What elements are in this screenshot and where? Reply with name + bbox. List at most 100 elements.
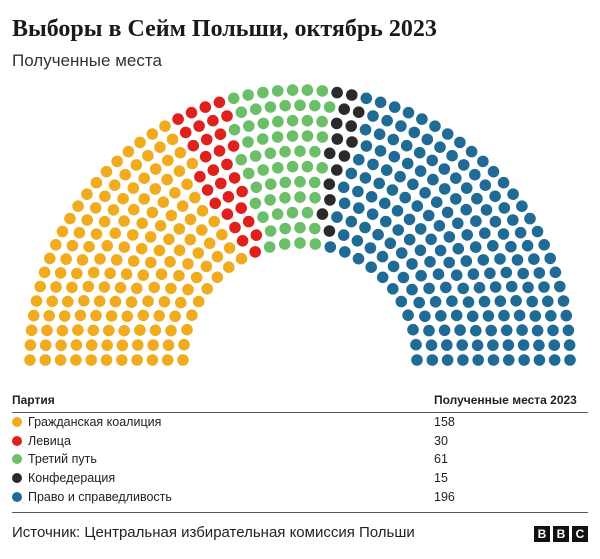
seat-dot xyxy=(83,240,95,253)
seat-dot xyxy=(301,130,314,142)
seat-dot xyxy=(178,338,190,351)
seat-dot xyxy=(27,309,40,322)
seat-dot xyxy=(82,280,95,293)
seat-dot xyxy=(542,295,554,308)
seat-dot xyxy=(127,182,140,194)
seat-dot xyxy=(346,89,358,101)
seat-dot xyxy=(450,269,463,281)
seat-dot xyxy=(331,133,344,145)
seat-dot xyxy=(441,339,453,351)
seat-dot xyxy=(81,188,93,200)
seat-dot xyxy=(193,120,205,132)
seat-dot xyxy=(235,106,248,118)
seat-dot xyxy=(316,85,329,97)
seat-dot xyxy=(185,106,198,119)
seat-dot xyxy=(352,185,364,198)
seat-dot xyxy=(93,295,106,307)
seat-dot xyxy=(72,200,84,212)
seat-dot xyxy=(145,256,157,269)
seat-dot xyxy=(309,192,321,204)
seat-dot xyxy=(130,159,143,171)
seat-dot xyxy=(64,212,76,225)
seat-dot xyxy=(70,354,82,366)
seat-dot xyxy=(181,323,193,336)
seat-dot xyxy=(477,155,489,168)
seat-dot xyxy=(407,178,419,191)
seat-dot xyxy=(55,339,67,352)
seat-dot xyxy=(460,182,473,194)
seat-dot xyxy=(529,310,542,322)
seat-dot xyxy=(324,194,336,206)
seat-dot xyxy=(414,244,427,257)
seat-dot xyxy=(221,158,233,171)
seat-dot xyxy=(331,164,343,176)
seat-dot xyxy=(24,354,36,366)
seat-dot xyxy=(264,178,277,190)
seat-dot xyxy=(271,131,284,143)
seat-dot xyxy=(189,191,201,204)
seat-dot xyxy=(90,309,102,322)
seat-dot xyxy=(175,296,187,309)
seat-dot xyxy=(399,191,412,204)
seat-dot xyxy=(470,215,482,227)
seat-dot xyxy=(528,253,540,265)
seat-dot xyxy=(215,177,227,190)
seat-dot xyxy=(155,268,168,280)
seat-dot xyxy=(39,354,52,366)
seat-dot xyxy=(109,227,121,239)
seat-dot xyxy=(514,226,527,239)
party-swatch-icon xyxy=(12,417,22,428)
seat-dot xyxy=(294,221,306,234)
seat-dot xyxy=(323,147,336,160)
seat-dot xyxy=(413,296,426,309)
seat-dot xyxy=(127,229,139,241)
seat-dot xyxy=(560,309,573,322)
seat-dot xyxy=(402,106,415,119)
seat-dot xyxy=(186,157,199,170)
seat-dot xyxy=(128,203,140,216)
seat-dot xyxy=(507,214,519,226)
seat-dot xyxy=(114,281,127,294)
seat-dot xyxy=(518,354,530,366)
seat-dot xyxy=(173,269,185,282)
seat-dot xyxy=(138,172,150,184)
seat-dot xyxy=(387,283,399,295)
seat-dot xyxy=(146,354,159,366)
party-swatch-icon xyxy=(12,473,22,484)
seat-dot xyxy=(24,339,37,351)
seat-dot xyxy=(510,295,522,307)
seat-dot xyxy=(263,241,276,253)
seat-dot xyxy=(413,146,426,159)
seat-dot xyxy=(271,208,284,220)
seat-dot xyxy=(521,239,534,252)
seat-dot xyxy=(249,150,262,162)
seat-dot xyxy=(222,191,235,203)
party-seats: 158 xyxy=(434,415,455,430)
seat-dot xyxy=(538,281,550,293)
seat-dot xyxy=(43,310,55,322)
seat-dot xyxy=(480,204,493,216)
seat-dot xyxy=(66,239,79,252)
seat-dot xyxy=(196,224,208,236)
seat-dot xyxy=(157,196,170,208)
seat-dot xyxy=(388,101,401,113)
party-swatch-icon xyxy=(12,491,22,502)
legend-row: Третий путь 61 xyxy=(12,450,588,469)
seat-dot xyxy=(309,99,321,112)
seat-dot xyxy=(90,176,103,189)
seat-dot xyxy=(365,261,378,273)
seat-dot xyxy=(482,310,495,322)
seat-dot xyxy=(153,310,165,322)
seat-dot xyxy=(110,254,123,266)
seat-dot xyxy=(507,188,519,200)
seat-dot xyxy=(109,295,122,308)
seat-dot xyxy=(419,310,431,323)
seat-dot xyxy=(72,324,84,336)
seat-dot xyxy=(351,235,364,247)
seat-dot xyxy=(461,229,474,241)
party-seats: 196 xyxy=(434,489,455,504)
seat-dot xyxy=(411,200,424,212)
seat-dot xyxy=(425,339,438,352)
seat-dot xyxy=(223,242,236,254)
seat-dot xyxy=(176,200,189,212)
